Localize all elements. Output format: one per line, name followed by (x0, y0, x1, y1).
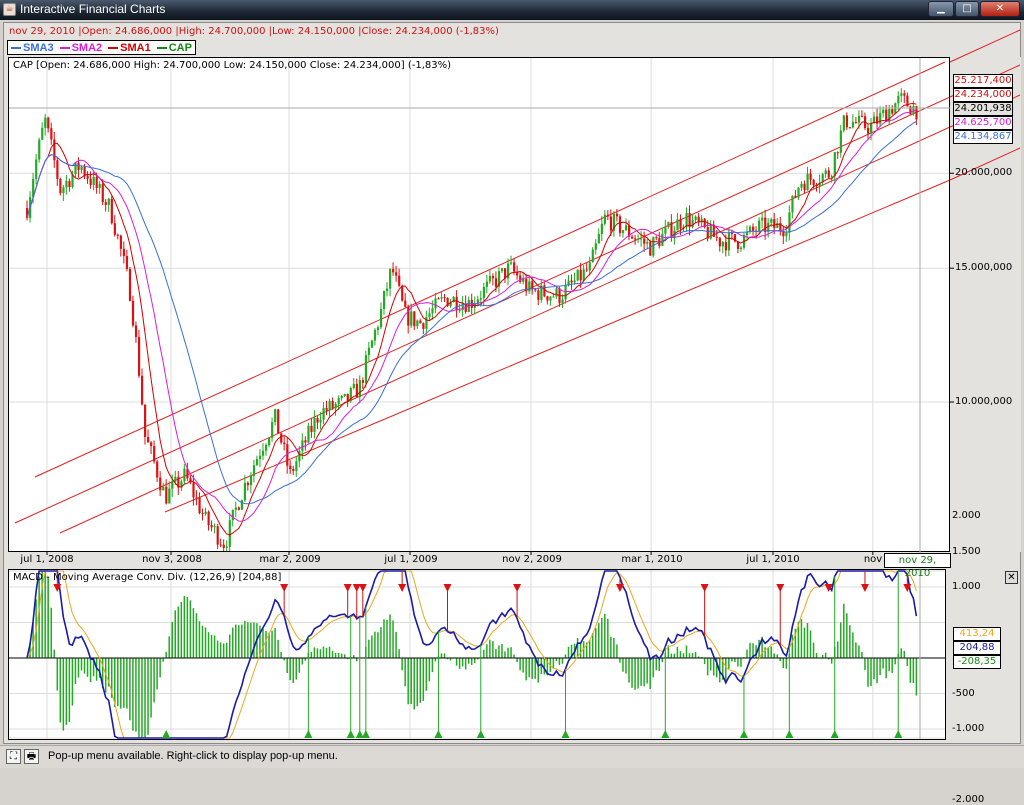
macd-axis-label: -2.000 (952, 794, 985, 805)
legend-sma2[interactable]: SMA2 (59, 41, 103, 54)
print-icon[interactable]: 🖶 (24, 749, 39, 764)
macd-axis-label: 1.500 (952, 545, 981, 557)
macd-value-box: 204,88 (953, 641, 1001, 655)
macd-axis-label: 1.000 (952, 581, 981, 592)
legend-label: SMA2 (71, 41, 103, 54)
price-value-box: 24.625,700 (953, 116, 1013, 130)
status-text: Pop-up menu available. Right-click to di… (48, 750, 338, 762)
x-axis-label: nov (863, 554, 883, 565)
x-axis-label: nov 2, 2009 (502, 554, 562, 565)
legend-sma1[interactable]: SMA1 (108, 42, 151, 54)
price-value-box: 25.217,400 (953, 74, 1013, 88)
x-axis-label: jul 1, 2010 (746, 554, 800, 565)
legend-line-icon (11, 46, 21, 49)
legend-label: SMA1 (120, 41, 151, 54)
main-chart-title: CAP [Open: 24.686,000 High: 24.700,000 L… (13, 60, 452, 71)
price-chart-panel[interactable] (8, 57, 950, 552)
chart-legend: SMA3 SMA2 SMA1 CAP (7, 40, 196, 55)
legend-label: CAP (168, 41, 192, 54)
maximize-button[interactable]: □ (955, 1, 979, 17)
price-value-box: 24.234,000 (953, 88, 1013, 102)
price-value-box: 24.201,938 (953, 102, 1013, 116)
legend-sma3[interactable]: SMA3 (11, 42, 54, 54)
x-axis-label: mar 1, 2010 (621, 554, 683, 565)
java-app-icon: ☕ (3, 3, 16, 16)
legend-line-icon (156, 46, 167, 49)
ohlc-info-line: nov 29, 2010 |Open: 24.686,000 |High: 24… (9, 26, 499, 37)
macd-title: MACD - Moving Average Conv. Div. (12,26,… (13, 572, 282, 583)
x-axis-label: jul 1, 2008 (20, 554, 74, 565)
macd-value-box: -208,35 (953, 655, 1001, 669)
close-macd-panel-button[interactable]: ✕ (1005, 571, 1018, 584)
price-axis-label: 20.000,000 (955, 167, 1013, 178)
status-bar (0, 745, 1024, 768)
price-axis-label: 15.000,000 (955, 262, 1013, 273)
cursor-date-box: nov 29, 2010 (884, 553, 951, 579)
legend-label: SMA3 (23, 41, 54, 54)
x-axis-label: jul 1, 2009 (384, 554, 438, 565)
minimize-button[interactable]: ▁ (928, 1, 954, 17)
window-title: Interactive Financial Charts (20, 2, 166, 16)
macd-axis-label: -500 (952, 687, 975, 699)
price-axis-label: 10.000,000 (955, 396, 1013, 407)
x-axis-label: nov 3, 2008 (142, 554, 202, 565)
macd-value-box: 413,24 (953, 627, 1001, 641)
window-titlebar[interactable]: ☕ Interactive Financial Charts ▁ □ ✕ (0, 0, 1024, 20)
macd-axis-label: 2.000 (952, 510, 981, 521)
fit-screen-icon[interactable]: ⛶ (6, 749, 21, 764)
macd-panel[interactable] (8, 569, 946, 740)
macd-axis-label: -1.000 (952, 723, 985, 734)
legend-line-icon (108, 46, 119, 49)
close-window-button[interactable]: ✕ (980, 1, 1020, 17)
legend-cap[interactable]: CAP (156, 41, 192, 54)
price-value-box: 24.134,867 (953, 130, 1013, 144)
legend-line-icon (59, 46, 70, 49)
x-axis-label: mar 2, 2009 (259, 554, 321, 565)
